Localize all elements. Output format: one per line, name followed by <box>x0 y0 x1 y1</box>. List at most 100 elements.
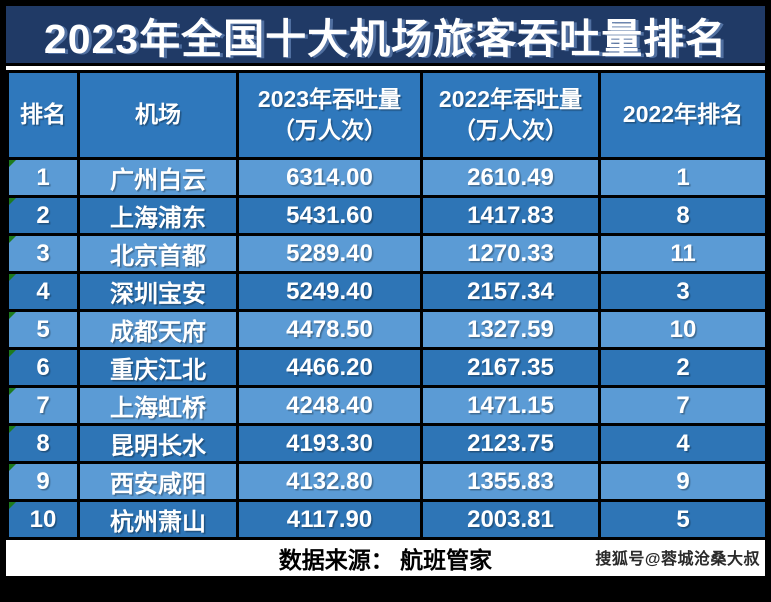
table-row: 6 重庆江北 4466.20 2167.35 2 <box>6 347 768 388</box>
throughput-2023-cell: 5249.40 <box>236 271 423 312</box>
header-rank-2022: 2022年排名 <box>598 70 768 160</box>
airport-cell: 上海虹桥 <box>77 385 239 426</box>
airport-cell: 西安咸阳 <box>77 461 239 502</box>
excel-flag-triangle-icon <box>10 465 16 471</box>
title-bar: 2023年全国十大机场旅客吞吐量排名 <box>6 6 765 66</box>
rank-cell: 10 <box>6 499 80 540</box>
throughput-2022-cell: 1270.33 <box>420 233 601 274</box>
throughput-2023-cell: 4466.20 <box>236 347 423 388</box>
title-table-divider <box>6 66 765 70</box>
rank-2022-cell: 4 <box>598 423 768 464</box>
airport-cell: 成都天府 <box>77 309 239 350</box>
airport-cell: 广州白云 <box>77 157 239 198</box>
header-rank-label: 排名 <box>20 101 66 128</box>
rank-cell: 9 <box>6 461 80 502</box>
rank-value: 1 <box>36 163 50 191</box>
throughput-2022-cell: 2610.49 <box>420 157 601 198</box>
rank-value: 10 <box>29 505 57 533</box>
excel-flag-triangle-icon <box>10 237 16 243</box>
throughput-2022-cell: 1327.59 <box>420 309 601 350</box>
throughput-2022-cell: 2167.35 <box>420 347 601 388</box>
throughput-2023-cell: 4478.50 <box>236 309 423 350</box>
rank-cell: 8 <box>6 423 80 464</box>
header-throughput-2023-line1: 2023年吞吐量 <box>257 85 402 112</box>
excel-flag-triangle-icon <box>10 503 16 509</box>
table-row: 7 上海虹桥 4248.40 1471.15 7 <box>6 385 768 426</box>
table-row: 1 广州白云 6314.00 2610.49 1 <box>6 157 768 198</box>
rank-2022-cell: 5 <box>598 499 768 540</box>
header-airport-label: 机场 <box>135 101 181 128</box>
throughput-2023-cell: 6314.00 <box>236 157 423 198</box>
excel-flag-triangle-icon <box>10 389 16 395</box>
table-row: 10 杭州萧山 4117.90 2003.81 5 <box>6 499 768 540</box>
excel-flag-triangle-icon <box>10 351 16 357</box>
header-throughput-2023-line2: （万人次） <box>272 117 387 143</box>
throughput-2022-cell: 2157.34 <box>420 271 601 312</box>
rank-cell: 4 <box>6 271 80 312</box>
throughput-2023-cell: 4248.40 <box>236 385 423 426</box>
excel-flag-triangle-icon <box>10 427 16 433</box>
rank-2022-cell: 9 <box>598 461 768 502</box>
throughput-2022-cell: 1471.15 <box>420 385 601 426</box>
header-rank: 排名 <box>6 70 80 160</box>
throughput-2023-cell: 5431.60 <box>236 195 423 236</box>
airport-cell: 北京首都 <box>77 233 239 274</box>
rank-value: 8 <box>36 429 50 457</box>
header-throughput-2022-line2: （万人次） <box>453 117 568 143</box>
rank-cell: 2 <box>6 195 80 236</box>
rank-value: 7 <box>36 391 50 419</box>
airport-cell: 昆明长水 <box>77 423 239 464</box>
rank-value: 4 <box>36 277 50 305</box>
header-throughput-2022-line1: 2022年吞吐量 <box>438 85 583 112</box>
table-row: 9 西安咸阳 4132.80 1355.83 9 <box>6 461 768 502</box>
table-header-row: 排名 机场 2023年吞吐量 （万人次） 2022年吞吐量 （万人次） 2022… <box>6 70 768 160</box>
rank-2022-cell: 2 <box>598 347 768 388</box>
airport-cell: 杭州萧山 <box>77 499 239 540</box>
airport-cell: 重庆江北 <box>77 347 239 388</box>
rank-cell: 1 <box>6 157 80 198</box>
rank-2022-cell: 8 <box>598 195 768 236</box>
rank-value: 6 <box>36 353 50 381</box>
data-source-label: 数据来源： 航班管家 <box>278 547 493 573</box>
header-rank-2022-label: 2022年排名 <box>622 101 744 128</box>
throughput-2022-cell: 1355.83 <box>420 461 601 502</box>
rank-2022-cell: 7 <box>598 385 768 426</box>
table-row: 4 深圳宝安 5249.40 2157.34 3 <box>6 271 768 312</box>
rank-cell: 6 <box>6 347 80 388</box>
throughput-2023-cell: 5289.40 <box>236 233 423 274</box>
excel-flag-triangle-icon <box>10 199 16 205</box>
excel-flag-triangle-icon <box>10 275 16 281</box>
watermark-label: 搜狐号@蓉城沧桑大叔 <box>595 551 760 568</box>
footer: 数据来源： 航班管家 搜狐号@蓉城沧桑大叔 <box>6 540 765 576</box>
header-airport: 机场 <box>77 70 239 160</box>
table-row: 8 昆明长水 4193.30 2123.75 4 <box>6 423 768 464</box>
airport-cell: 深圳宝安 <box>77 271 239 312</box>
rank-2022-cell: 11 <box>598 233 768 274</box>
rank-value: 3 <box>36 239 50 267</box>
throughput-2022-cell: 2003.81 <box>420 499 601 540</box>
rank-2022-cell: 3 <box>598 271 768 312</box>
rank-cell: 5 <box>6 309 80 350</box>
throughput-2023-cell: 4117.90 <box>236 499 423 540</box>
table-row: 2 上海浦东 5431.60 1417.83 8 <box>6 195 768 236</box>
rank-2022-cell: 10 <box>598 309 768 350</box>
page-title: 2023年全国十大机场旅客吞吐量排名 <box>43 15 728 62</box>
header-throughput-2023: 2023年吞吐量 （万人次） <box>236 70 423 160</box>
table-row: 5 成都天府 4478.50 1327.59 10 <box>6 309 768 350</box>
rank-cell: 3 <box>6 233 80 274</box>
airport-ranking-table: 排名 机场 2023年吞吐量 （万人次） 2022年吞吐量 （万人次） 2022… <box>6 70 768 540</box>
table-row: 3 北京首都 5289.40 1270.33 11 <box>6 233 768 274</box>
excel-flag-triangle-icon <box>10 161 16 167</box>
throughput-2023-cell: 4132.80 <box>236 461 423 502</box>
airport-cell: 上海浦东 <box>77 195 239 236</box>
throughput-2023-cell: 4193.30 <box>236 423 423 464</box>
rank-value: 9 <box>36 467 50 495</box>
rank-value: 2 <box>36 201 50 229</box>
throughput-2022-cell: 2123.75 <box>420 423 601 464</box>
header-throughput-2022: 2022年吞吐量 （万人次） <box>420 70 601 160</box>
rank-value: 5 <box>36 315 50 343</box>
throughput-2022-cell: 1417.83 <box>420 195 601 236</box>
rank-cell: 7 <box>6 385 80 426</box>
excel-flag-triangle-icon <box>10 313 16 319</box>
